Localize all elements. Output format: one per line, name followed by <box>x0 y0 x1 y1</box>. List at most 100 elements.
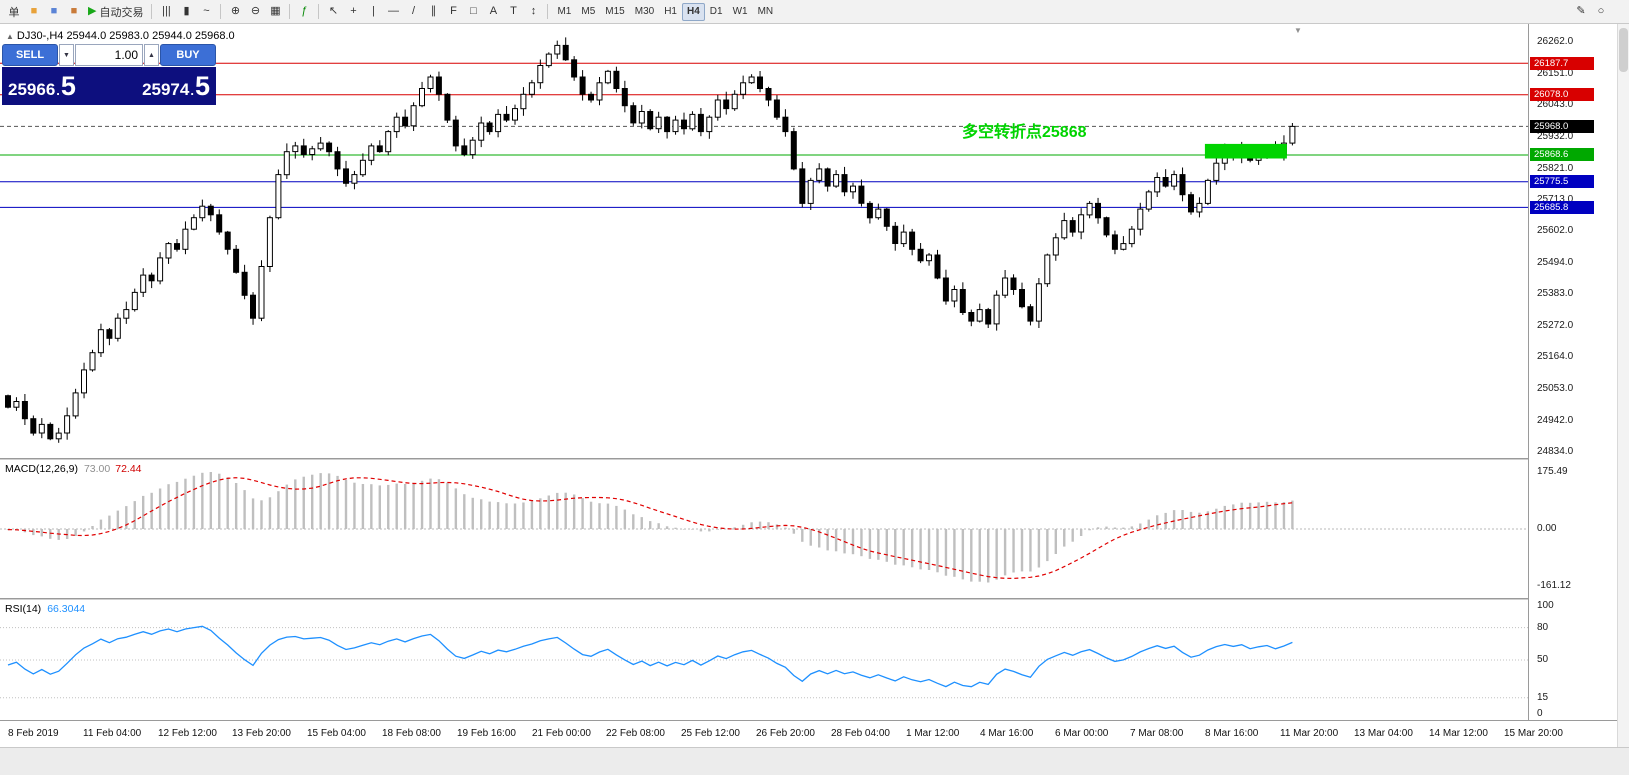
chart-ohlc-text: DJ30-,H4 25944.0 25983.0 25944.0 25968.0 <box>16 30 235 42</box>
time-label: 8 Feb 2019 <box>8 728 59 739</box>
bar-chart-button[interactable]: ||| <box>156 2 176 22</box>
macd-main-value: 73.00 <box>83 463 111 475</box>
timeframe-w1-button[interactable]: W1 <box>732 6 748 17</box>
price-tick: 26043.0 <box>1537 99 1574 110</box>
panel-splitter[interactable] <box>0 458 1617 460</box>
vertical-line-button[interactable]: | <box>363 2 383 22</box>
zoom-in-icon: ⊕ <box>230 5 241 17</box>
price-tick: 25383.0 <box>1537 288 1574 299</box>
trendline-icon: / <box>411 5 415 17</box>
price-tick: 25932.0 <box>1537 131 1574 142</box>
zoom-in-button[interactable]: ⊕ <box>225 2 245 22</box>
horizontal-line-button[interactable]: — <box>383 2 403 22</box>
vertical-scrollbar[interactable] <box>1617 24 1629 747</box>
timeframe-m30-button[interactable]: M30 <box>634 6 655 17</box>
magnifier-tool-icon: ○ <box>1597 5 1605 17</box>
price-tick: 25494.0 <box>1537 257 1574 268</box>
text-button[interactable]: A <box>483 2 503 22</box>
toolbar-separator <box>289 4 291 19</box>
horizontal-line-icon: — <box>387 5 399 17</box>
price-axis: 26262.0 26151.0 26043.0 25932.0 25821.0 25713… <box>1528 24 1617 747</box>
volume-dropdown-button[interactable]: ▼ <box>59 44 74 66</box>
time-label: 11 Mar 20:00 <box>1280 728 1339 739</box>
time-label: 7 Mar 08:00 <box>1130 728 1184 739</box>
time-label: 11 Feb 04:00 <box>83 728 142 739</box>
channel-button[interactable]: ∥ <box>423 2 443 22</box>
toolbar-separator <box>151 4 153 19</box>
macd-axis-tick: -161.12 <box>1537 580 1571 591</box>
time-label: 12 Feb 12:00 <box>158 728 217 739</box>
indicators-button[interactable]: ƒ <box>294 2 314 22</box>
time-label: 13 Mar 04:00 <box>1354 728 1413 739</box>
time-label: 8 Mar 16:00 <box>1205 728 1259 739</box>
candlestick-chart[interactable] <box>0 24 1528 458</box>
pencil-tool-button[interactable]: ✎ <box>1571 2 1591 22</box>
volume-input[interactable] <box>75 44 143 66</box>
price-badge: 25775.5 <box>1530 175 1594 188</box>
navigator-button[interactable]: ■ <box>64 2 84 22</box>
timeframe-mn-button[interactable]: MN <box>757 6 774 17</box>
buy-button[interactable]: BUY <box>160 44 216 66</box>
zoom-out-button[interactable]: ⊖ <box>245 2 265 22</box>
fibonacci-icon: F <box>450 5 457 17</box>
fibonacci-button[interactable]: F <box>443 2 463 22</box>
shapes-button[interactable]: □ <box>463 2 483 22</box>
price-tick: 24834.0 <box>1537 446 1574 457</box>
text-label-button[interactable]: T <box>503 2 523 22</box>
market-watch-button[interactable]: ■ <box>24 2 44 22</box>
rsi-panel[interactable] <box>0 600 1528 720</box>
symbol-marker-icon: ▲ <box>6 32 14 41</box>
sell-button[interactable]: SELL <box>2 44 58 66</box>
vertical-line-icon: | <box>372 5 375 17</box>
toolbar-separator <box>318 4 320 19</box>
timeframe-m15-button[interactable]: M15 <box>605 6 625 17</box>
crosshair-icon: + <box>350 5 357 17</box>
autotrading-button[interactable]: ▶ 自动交易 <box>84 2 147 22</box>
timeframe-m1-button[interactable]: M1 <box>557 6 572 17</box>
autotrading-icon: ▶ <box>88 5 97 17</box>
shapes-icon: □ <box>470 5 477 17</box>
timeframe-m5-button[interactable]: M5 <box>581 6 596 17</box>
one-click-trading-panel: SELL ▼ ▲ BUY 25966.5 25974.5 <box>2 44 216 105</box>
time-label: 15 Feb 04:00 <box>307 728 366 739</box>
arrows-button[interactable]: ↕ <box>523 2 543 22</box>
timeframe-h4-button[interactable]: H4 <box>681 2 705 21</box>
chart-shift-marker-icon: ▼ <box>1294 26 1302 35</box>
volume-up-button[interactable]: ▲ <box>144 44 159 66</box>
sell-price: 25966. 5 <box>8 70 76 101</box>
line-chart-icon: ~ <box>203 5 210 17</box>
cursor-icon: ↖ <box>328 5 339 17</box>
price-tick: 25821.0 <box>1537 163 1574 174</box>
toolbar-right-group: ✎ ○ <box>1571 2 1611 22</box>
timeframe-d1-button[interactable]: D1 <box>709 6 723 17</box>
trendline-button[interactable]: / <box>403 2 423 22</box>
magnifier-tool-button[interactable]: ○ <box>1591 2 1611 22</box>
price-badge: 25868.6 <box>1530 148 1594 161</box>
navigator-icon: ■ <box>70 5 78 17</box>
price-tick: 25053.0 <box>1537 383 1574 394</box>
text-icon: A <box>489 5 498 17</box>
line-chart-button[interactable]: ~ <box>196 2 216 22</box>
cursor-button[interactable]: ↖ <box>323 2 343 22</box>
timeframe-h1-button[interactable]: H1 <box>664 6 677 17</box>
candlestick-chart-button[interactable]: ▮ <box>176 2 196 22</box>
macd-panel[interactable] <box>0 460 1528 598</box>
macd-axis-tick: 175.49 <box>1537 466 1568 477</box>
time-label: 26 Feb 20:00 <box>756 728 815 739</box>
toolbar: 单 ■ ■ ■ ▶ 自动交易 ||| ▮ ~ ⊕ ⊖ ▦ ƒ ↖ + | — / ∥ F □ A T ↕ M1 M5 M15 M30 H… <box>0 0 1629 24</box>
new-order-button[interactable]: 单 <box>4 2 24 22</box>
rsi-indicator-label: RSI(14) 66.3044 <box>5 603 86 615</box>
rsi-axis-tick: 80 <box>1537 622 1549 633</box>
crosshair-button[interactable]: + <box>343 2 363 22</box>
time-label: 21 Feb 00:00 <box>532 728 591 739</box>
arrows-icon: ↕ <box>530 5 537 17</box>
price-badge: 26187.7 <box>1530 57 1594 70</box>
rsi-axis-tick: 15 <box>1537 692 1549 703</box>
scrollbar-thumb[interactable] <box>1619 28 1628 72</box>
panel-splitter[interactable] <box>0 598 1617 600</box>
data-window-button[interactable]: ■ <box>44 2 64 22</box>
text-label-icon: T <box>510 5 517 17</box>
price-tick: 26151.0 <box>1537 68 1574 79</box>
macd-signal-value: 72.44 <box>115 463 142 475</box>
tile-windows-button[interactable]: ▦ <box>265 2 285 22</box>
